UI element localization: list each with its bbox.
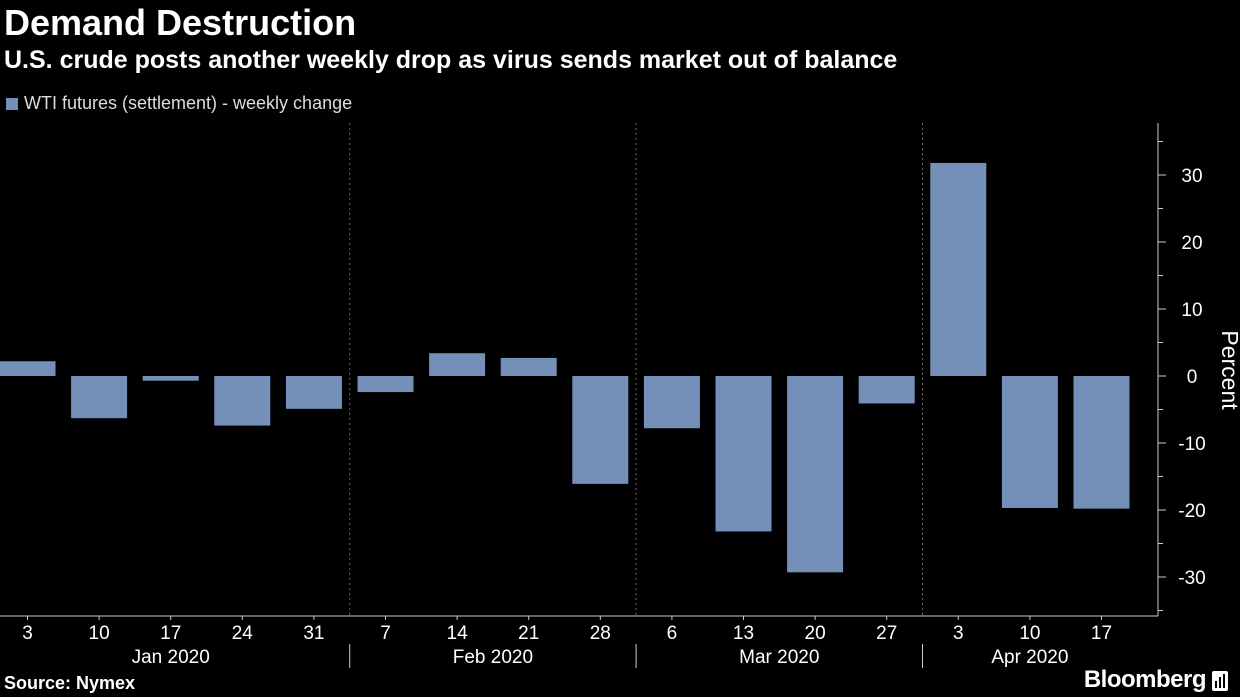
bar [500, 357, 557, 376]
month-label: Apr 2020 [991, 647, 1068, 668]
y-tick-label: 30 [1181, 166, 1202, 187]
x-tick-label: 3 [22, 623, 33, 644]
x-tick-label: 13 [733, 623, 754, 644]
x-tick-label: 31 [303, 623, 324, 644]
bar [787, 376, 844, 573]
y-axis-label: Percent [1217, 330, 1240, 410]
x-tick-label: 6 [667, 623, 678, 644]
bar [930, 162, 987, 376]
y-tick-label: -10 [1178, 434, 1205, 455]
month-label: Jan 2020 [132, 647, 210, 668]
bar [429, 353, 486, 376]
bar [858, 376, 915, 404]
bar [71, 376, 128, 419]
bar [142, 376, 199, 381]
x-tick-label: 28 [590, 623, 611, 644]
bar [1073, 376, 1130, 509]
x-tick-label: 7 [380, 623, 391, 644]
bar [357, 376, 414, 393]
brand-logo: Bloomberg [1083, 666, 1207, 693]
x-tick-label: 17 [1091, 623, 1112, 644]
legend-label: WTI futures (settlement) - weekly change [24, 93, 353, 113]
bloomberg-terminal-icon [1212, 671, 1228, 691]
x-tick-label: 27 [876, 623, 897, 644]
chart-subtitle: U.S. crude posts another weekly drop as … [4, 46, 898, 74]
bar [715, 376, 772, 532]
x-tick-label: 10 [89, 623, 110, 644]
legend: WTI futures (settlement) - weekly change [6, 93, 352, 114]
x-tick-label: 3 [953, 623, 964, 644]
bar [572, 376, 629, 484]
x-tick-label: 21 [518, 623, 539, 644]
x-tick-label: 24 [232, 623, 254, 644]
y-tick-label: 0 [1187, 367, 1198, 388]
month-label: Feb 2020 [453, 647, 533, 668]
bar [214, 376, 271, 426]
month-label: Mar 2020 [739, 647, 819, 668]
y-tick-label: -30 [1178, 568, 1205, 589]
x-tick-label: 20 [805, 623, 826, 644]
bar [0, 361, 56, 376]
y-tick-label: 10 [1181, 300, 1202, 321]
x-tick-label: 14 [447, 623, 469, 644]
legend-swatch [6, 97, 18, 110]
chart-title: Demand Destruction [4, 2, 357, 43]
y-tick-label: -20 [1178, 501, 1205, 522]
bar [643, 376, 700, 429]
bar [1001, 376, 1058, 508]
x-tick-label: 17 [160, 623, 181, 644]
y-tick-label: 20 [1181, 233, 1202, 254]
bar [285, 376, 342, 409]
source-note: Source: Nymex [4, 673, 136, 693]
x-tick-label: 10 [1019, 623, 1040, 644]
